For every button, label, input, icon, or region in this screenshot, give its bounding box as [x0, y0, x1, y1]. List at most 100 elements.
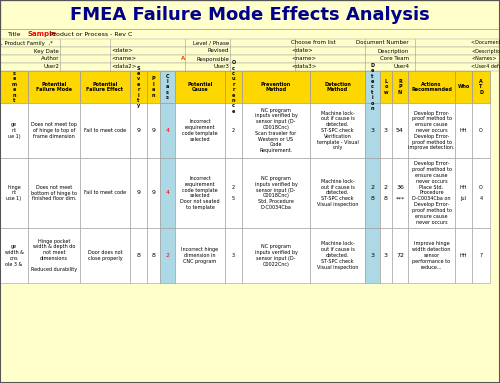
Text: 2

8: 2 8	[370, 185, 374, 201]
Bar	[242, 228, 310, 283]
Bar	[175, 71, 225, 103]
Bar	[455, 103, 472, 158]
Text: 2

8: 2 8	[384, 185, 388, 201]
Text: Sample: Sample	[28, 31, 58, 37]
Bar	[472, 228, 490, 283]
Bar	[0, 71, 28, 103]
Bar	[147, 103, 160, 158]
Text: 9: 9	[136, 190, 140, 195]
Text: 72: 72	[396, 253, 404, 258]
Text: Responsible: Responsible	[196, 57, 229, 62]
Text: <date>: <date>	[111, 49, 133, 54]
Bar	[160, 158, 175, 228]
Bar	[175, 228, 225, 283]
Text: HH: HH	[460, 253, 467, 258]
Text: Who: Who	[458, 85, 469, 90]
Text: User3: User3	[213, 64, 229, 69]
Text: S
e
v
e
r
i
t
y: S e v e r i t y	[137, 65, 140, 108]
Bar	[0, 39, 500, 47]
Bar	[130, 228, 147, 283]
Bar	[130, 103, 147, 158]
Bar	[408, 158, 455, 228]
Text: C
l
a
s
s: C l a s s	[166, 74, 169, 100]
Bar	[0, 0, 500, 30]
Bar	[175, 158, 225, 228]
Text: 9: 9	[136, 128, 140, 133]
Text: Author: Author	[40, 57, 59, 62]
Text: Level / Phase: Level / Phase	[193, 41, 229, 46]
Bar	[380, 158, 392, 228]
Bar	[160, 228, 175, 283]
Bar	[80, 158, 130, 228]
Bar	[408, 103, 455, 158]
Text: ge
width &
ons
ole 3 &: ge width & ons ole 3 &	[4, 244, 24, 267]
Bar	[472, 103, 490, 158]
Bar	[160, 71, 175, 103]
Text: NC program
inputs verified by
sensor input (D-
C0018Cnc)
Std. Procedure
D-C0034C: NC program inputs verified by sensor inp…	[254, 176, 298, 210]
Text: <data2>: <data2>	[111, 64, 136, 69]
Bar	[310, 103, 365, 158]
Text: Core Team: Core Team	[380, 57, 409, 62]
Text: 54: 54	[396, 128, 404, 133]
Text: HH: HH	[460, 128, 467, 133]
Text: Fail to meet code: Fail to meet code	[84, 128, 126, 133]
Text: Develop Error-
proof method to
ensure cause
never occurs
Develop Error-
proof me: Develop Error- proof method to ensure ca…	[408, 111, 455, 151]
Text: Does not meet top
of hinge to top of
frame dimension: Does not meet top of hinge to top of fra…	[31, 122, 77, 139]
Text: Choose from list: Choose from list	[291, 41, 336, 46]
Text: , Product Family  ,*: , Product Family ,*	[1, 41, 53, 46]
Text: Prevention
Method: Prevention Method	[261, 82, 291, 92]
Bar	[28, 103, 80, 158]
Text: HH

Jul: HH Jul	[460, 185, 467, 201]
Text: NC program
inputs verified by
sensor input (D-
C0022Cnc): NC program inputs verified by sensor inp…	[254, 244, 298, 267]
Bar	[0, 103, 28, 158]
Bar	[455, 71, 472, 103]
Bar	[455, 158, 472, 228]
Bar	[130, 71, 147, 103]
Bar	[380, 71, 392, 103]
Text: <Names>: <Names>	[471, 57, 496, 62]
Bar	[160, 103, 175, 158]
Bar	[472, 158, 490, 228]
Text: <name>: <name>	[111, 57, 136, 62]
Bar	[225, 158, 242, 228]
Bar	[408, 71, 455, 103]
Text: 9: 9	[152, 190, 156, 195]
Bar	[0, 47, 500, 55]
Text: A
T
D: A T D	[479, 79, 483, 95]
Bar	[365, 158, 380, 228]
Text: Machine lock-
out if cause is
detected.
ST-SPC check
Visual inspection: Machine lock- out if cause is detected. …	[317, 241, 358, 270]
Text: 8: 8	[136, 253, 140, 258]
Text: 8: 8	[152, 253, 156, 258]
Bar	[380, 228, 392, 283]
Text: O
c
c
u
r
r
e
n
c
e: O c c u r r e n c e	[232, 60, 235, 114]
Bar	[392, 103, 408, 158]
Text: Document Number: Document Number	[356, 41, 409, 46]
Text: 3: 3	[232, 253, 235, 258]
Bar	[310, 158, 365, 228]
Bar	[392, 228, 408, 283]
Bar	[472, 71, 490, 103]
Bar	[0, 158, 28, 228]
Bar	[365, 103, 380, 158]
Text: <data3>: <data3>	[291, 64, 316, 69]
Bar	[80, 71, 130, 103]
Text: <Description>: <Description>	[471, 49, 500, 54]
Bar	[0, 63, 500, 71]
Text: 3: 3	[370, 128, 374, 133]
Text: Incorrect
requirement
code template
selected: Incorrect requirement code template sele…	[182, 119, 218, 142]
Bar	[225, 228, 242, 283]
Bar	[310, 71, 365, 103]
Text: s
e
m
e
n
t: s e m e n t	[12, 71, 16, 103]
Text: FMEA Failure Mode Effects Analysis: FMEA Failure Mode Effects Analysis	[70, 6, 430, 24]
Text: 2: 2	[232, 128, 235, 133]
Bar	[392, 71, 408, 103]
Text: <name>: <name>	[291, 57, 316, 62]
Bar	[408, 228, 455, 283]
Text: Potential
Failure Mode: Potential Failure Mode	[36, 82, 72, 92]
Bar	[147, 228, 160, 283]
Text: 9: 9	[152, 128, 156, 133]
Text: 3: 3	[384, 253, 388, 258]
Bar	[225, 71, 242, 103]
Bar	[147, 158, 160, 228]
Bar	[0, 55, 500, 63]
